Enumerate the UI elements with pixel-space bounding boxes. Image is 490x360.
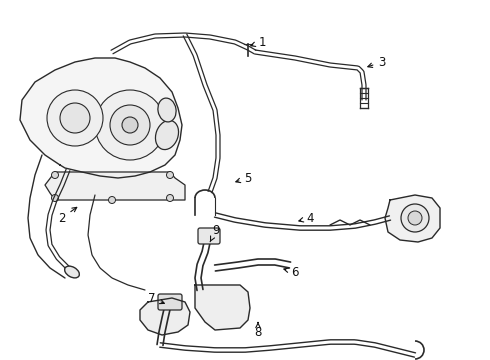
Ellipse shape	[158, 98, 176, 122]
Text: 5: 5	[236, 171, 252, 185]
Polygon shape	[20, 58, 182, 178]
Text: 6: 6	[284, 266, 299, 279]
Circle shape	[408, 211, 422, 225]
Circle shape	[167, 171, 173, 179]
FancyBboxPatch shape	[198, 228, 220, 244]
Circle shape	[51, 194, 58, 202]
Circle shape	[47, 90, 103, 146]
Circle shape	[401, 204, 429, 232]
Polygon shape	[195, 285, 250, 330]
Circle shape	[167, 194, 173, 202]
Ellipse shape	[155, 120, 178, 150]
Ellipse shape	[65, 266, 79, 278]
Polygon shape	[140, 298, 190, 335]
Circle shape	[95, 90, 165, 160]
Text: 8: 8	[254, 323, 262, 338]
Text: 1: 1	[251, 36, 266, 49]
FancyBboxPatch shape	[158, 294, 182, 310]
Polygon shape	[45, 172, 185, 200]
Text: 7: 7	[148, 292, 164, 305]
Circle shape	[110, 105, 150, 145]
Circle shape	[60, 103, 90, 133]
Polygon shape	[385, 195, 440, 242]
Circle shape	[51, 171, 58, 179]
Circle shape	[122, 117, 138, 133]
Text: 2: 2	[58, 207, 77, 225]
Text: 4: 4	[299, 212, 314, 225]
Text: 3: 3	[368, 55, 386, 68]
Text: 9: 9	[210, 224, 220, 242]
Circle shape	[108, 197, 116, 203]
